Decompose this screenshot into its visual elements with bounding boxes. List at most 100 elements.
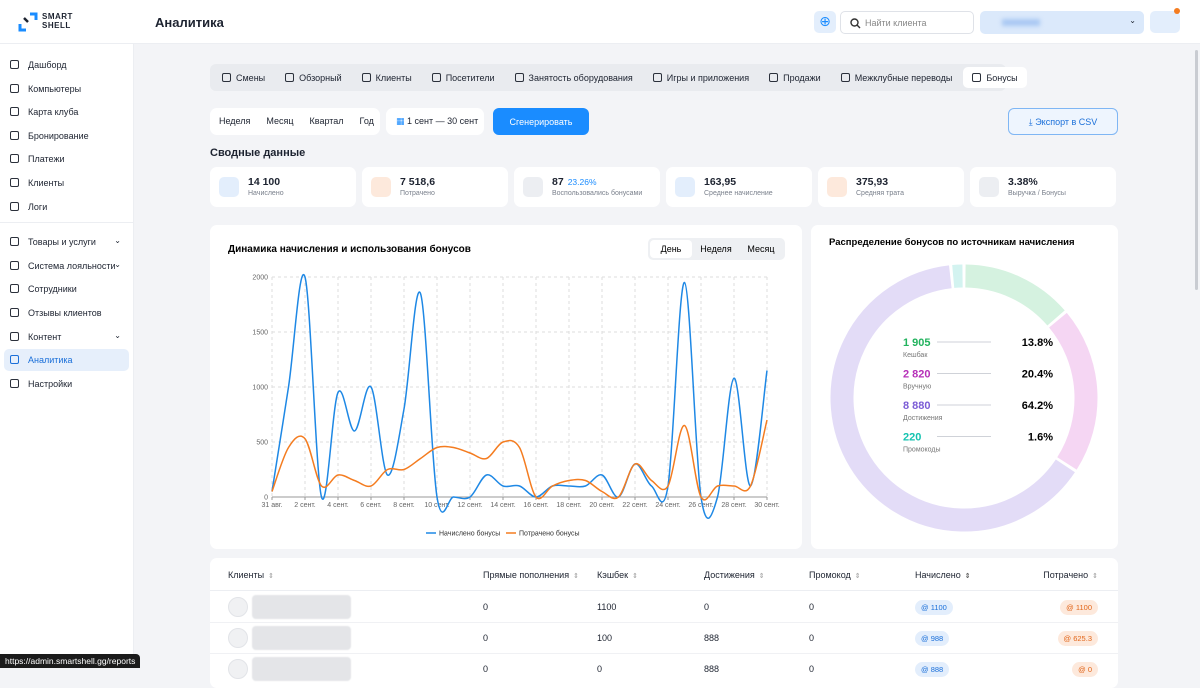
header-label: Кэшбек (597, 570, 628, 580)
tab-label: Клиенты (376, 73, 412, 88)
sort-icon: ⇕ (1092, 573, 1098, 580)
sort-icon: ⇕ (855, 573, 861, 580)
nav-item[interactable]: Логи (4, 196, 129, 218)
logo-icon (18, 12, 38, 32)
toggle-option[interactable]: Неделя (700, 244, 732, 254)
table-header[interactable]: Промокод⇕ (809, 570, 861, 580)
add-button[interactable]: ⊕ (814, 11, 836, 33)
table-header[interactable]: Потрачено⇕ (1043, 570, 1098, 580)
nav-item[interactable]: Сотрудники (4, 278, 129, 300)
tab-icon (222, 73, 231, 82)
cell: 0 (809, 602, 814, 612)
nav-item[interactable]: Бронирование (4, 125, 129, 147)
x-tick-label: 8 сент. (393, 502, 415, 509)
period-option[interactable]: Неделя (219, 116, 250, 135)
sort-icon: ⇕ (268, 573, 274, 580)
table-header[interactable]: Клиенты ⇕ (228, 570, 274, 580)
header-label: Клиенты (228, 570, 264, 580)
table-header[interactable]: Прямые пополнения ⇕ (483, 570, 579, 580)
tab[interactable]: Занятость оборудования (506, 67, 642, 88)
x-tick-label: 14 сент. (490, 502, 515, 509)
card-label: Начислено (248, 190, 284, 197)
tab[interactable]: Игры и приложения (644, 67, 758, 88)
tab[interactable]: Обзорный (276, 67, 350, 88)
notification-dot (1174, 8, 1180, 14)
donut-segment (1058, 320, 1086, 463)
calendar-icon: ▦ (396, 116, 407, 126)
card-number: 87 (552, 176, 564, 188)
amount-label: 2 820 (903, 369, 931, 381)
nav-item[interactable]: Настройки (4, 373, 129, 395)
card-icon (371, 177, 391, 197)
row-border (210, 622, 1118, 623)
table-header[interactable]: Начислено⇕ (915, 570, 971, 580)
summary-card: 8723.26%Воспользовались бонусами (514, 167, 660, 207)
nav-item[interactable]: Дашборд (4, 54, 129, 76)
nav-item[interactable]: Компьютеры (4, 78, 129, 100)
nav-icon (10, 284, 19, 293)
pill-value: 888 (931, 665, 944, 674)
logo: SMARTSHELL (42, 12, 73, 30)
generate-button[interactable]: Сгенерировать (493, 108, 589, 135)
nav-item[interactable]: Платежи (4, 148, 129, 170)
period-option[interactable]: Месяц (266, 116, 293, 135)
table-header[interactable]: Достижения⇕ (704, 570, 765, 580)
tab[interactable]: Клиенты (353, 67, 421, 88)
club-select[interactable]: ⌄ (980, 11, 1144, 34)
x-tick-label: 2 сент. (294, 502, 316, 509)
tab-icon (769, 73, 778, 82)
y-tick-label: 2000 (252, 275, 268, 282)
nav-item[interactable]: Аналитика (4, 349, 129, 371)
card-value: 14 100 (248, 176, 280, 188)
nav-item[interactable]: Клиенты (4, 172, 129, 194)
period-option[interactable]: Год (360, 116, 374, 135)
user-menu[interactable] (1150, 11, 1180, 33)
accrued-pill: @ 888 (915, 662, 949, 677)
tab[interactable]: Межклубные переводы (832, 67, 962, 88)
nav-item[interactable]: Карта клуба (4, 101, 129, 123)
period-option[interactable]: Квартал (310, 116, 344, 135)
cell: 0 (597, 664, 602, 674)
toggle-option[interactable]: День (661, 244, 682, 254)
table-header[interactable]: Кэшбек⇕ (597, 570, 638, 580)
series-line (272, 420, 767, 500)
blurred-client (252, 626, 351, 650)
chevron: ⌄ (114, 236, 121, 245)
tab[interactable]: Продажи (760, 67, 830, 88)
x-tick-label: 18 сент. (556, 502, 581, 509)
tab[interactable]: Посетители (423, 67, 504, 88)
export-button[interactable]: ⤓ Экспорт в CSV (1008, 108, 1118, 135)
cell: 0 (483, 633, 488, 643)
x-tick-label: 31 авг. (262, 502, 283, 509)
accrued-pill: @ 1100 (915, 600, 953, 615)
nav-icon (10, 107, 19, 116)
cell: 0 (809, 633, 814, 643)
cell: 1100 (597, 602, 616, 612)
sort-icon: ⇕ (573, 573, 579, 580)
tab-label: Посетители (446, 73, 495, 88)
card-label: Воспользовались бонусами (552, 190, 642, 197)
search-placeholder: Найти клиента (865, 18, 927, 28)
donut-segment (842, 277, 1065, 520)
card-icon (523, 177, 543, 197)
tab-icon (653, 73, 662, 82)
scrollbar (1195, 50, 1198, 290)
header-label: Достижения (704, 570, 755, 580)
header-label: Начислено (915, 570, 961, 580)
card-number: 7 518,6 (400, 176, 435, 188)
search-input[interactable]: Найти клиента (840, 11, 974, 34)
nav-item[interactable]: Товары и услуги⌄ (4, 231, 129, 253)
nav-item[interactable]: Система лояльности⌄ (4, 255, 129, 277)
tab-label: Занятость оборудования (529, 73, 633, 88)
x-tick-label: 28 сент. (721, 502, 746, 509)
date-range[interactable]: ▦ 1 сент — 30 сент (386, 108, 484, 135)
nav-item[interactable]: Отзывы клиентов (4, 302, 129, 324)
nav-item[interactable]: Контент⌄ (4, 326, 129, 348)
tab[interactable]: Бонусы (963, 67, 1026, 88)
nav-icon (10, 355, 19, 364)
header-label: Прямые пополнения (483, 570, 569, 580)
x-tick-label: 24 сент. (655, 502, 680, 509)
toggle-option[interactable]: Месяц (747, 244, 774, 254)
category-label: Кешбак (903, 351, 928, 359)
tab[interactable]: Смены (213, 67, 274, 88)
